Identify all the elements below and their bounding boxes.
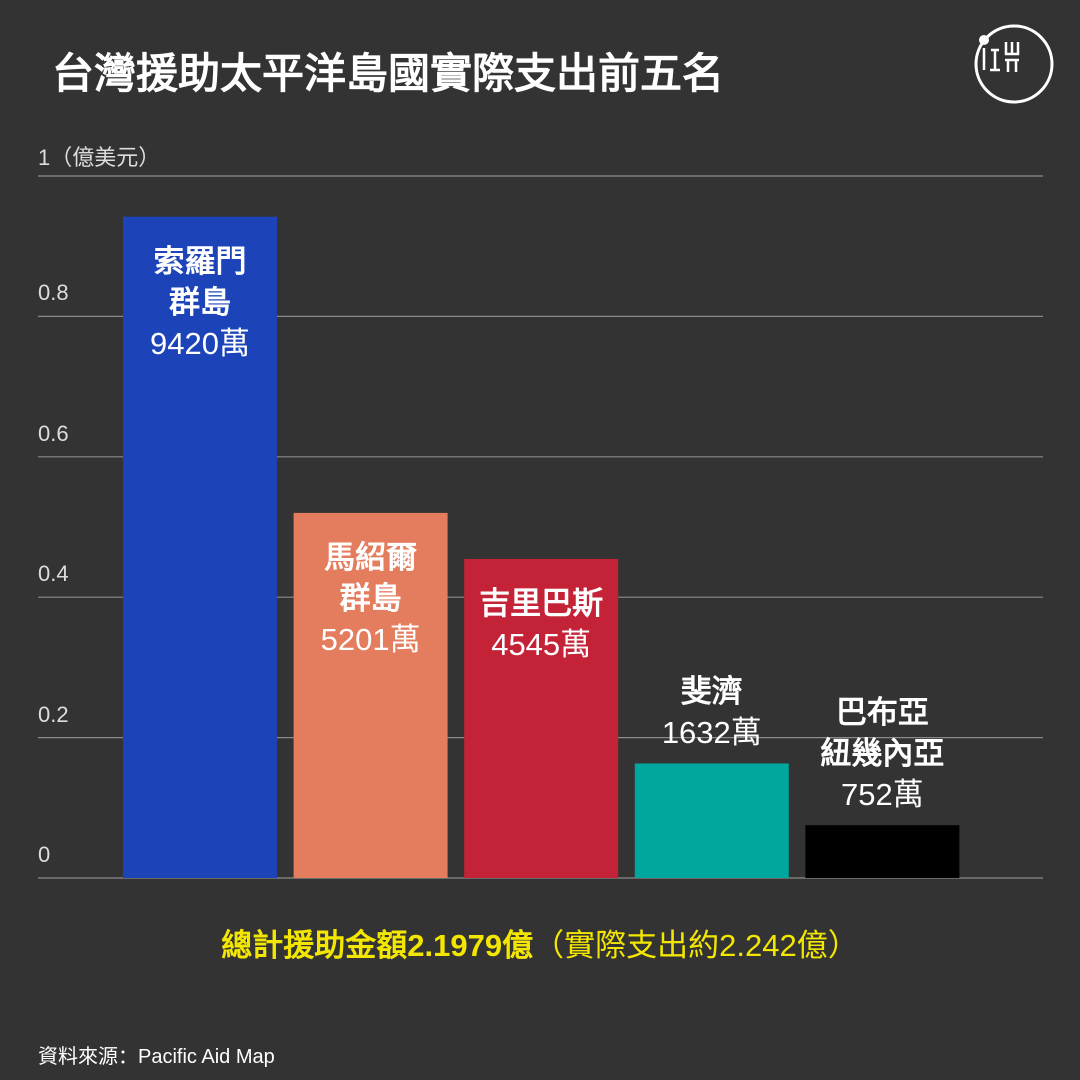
y-tick-label: 0.4	[38, 561, 69, 587]
category-label: 馬紹爾 群島	[324, 539, 418, 616]
logo	[974, 24, 1054, 104]
bar-label: 馬紹爾 群島 5201萬	[286, 537, 456, 660]
bar	[634, 763, 789, 878]
value-label: 5201萬	[320, 621, 421, 657]
y-tick-label: 0.2	[38, 701, 69, 727]
value-label: 1632萬	[661, 715, 762, 751]
note: （實際支出約2.242億）	[533, 928, 859, 963]
bar	[805, 825, 960, 878]
bar-label: 吉里巴斯 4545萬	[456, 583, 626, 665]
source: 資料來源：Pacific Aid Map	[38, 1046, 275, 1068]
value-label: 4545萬	[491, 626, 592, 662]
y-tick-label: 1（億美元）	[38, 145, 161, 170]
y-tick-label: 0.8	[38, 280, 69, 306]
category-label: 索羅門 群島	[153, 243, 247, 320]
bar	[123, 216, 277, 878]
total-note: 總計援助金額2.1979億（實際支出約2.242億）	[0, 920, 1080, 965]
value-label: 9420萬	[150, 325, 250, 361]
total: 總計援助金額2.1979億	[221, 928, 534, 963]
category-label: 斐濟	[680, 674, 743, 710]
value-label: 752萬	[841, 777, 924, 813]
logo-dot	[979, 35, 989, 45]
bar-label: 巴布亞 紐幾內亞 752萬	[797, 692, 967, 815]
category-label: 巴布亞 紐幾內亞	[820, 695, 945, 772]
y-tick-label: 0	[38, 842, 51, 867]
bar	[464, 558, 619, 878]
category-label: 吉里巴斯	[479, 585, 604, 621]
bar	[293, 512, 448, 878]
bar-label: 索羅門 群島 9420萬	[115, 241, 285, 364]
bar-label: 斐濟 1632萬	[627, 671, 797, 753]
chart-title: 台灣援助太平洋島國實際支出前五名	[52, 50, 725, 97]
y-tick-label: 0.6	[38, 420, 69, 446]
